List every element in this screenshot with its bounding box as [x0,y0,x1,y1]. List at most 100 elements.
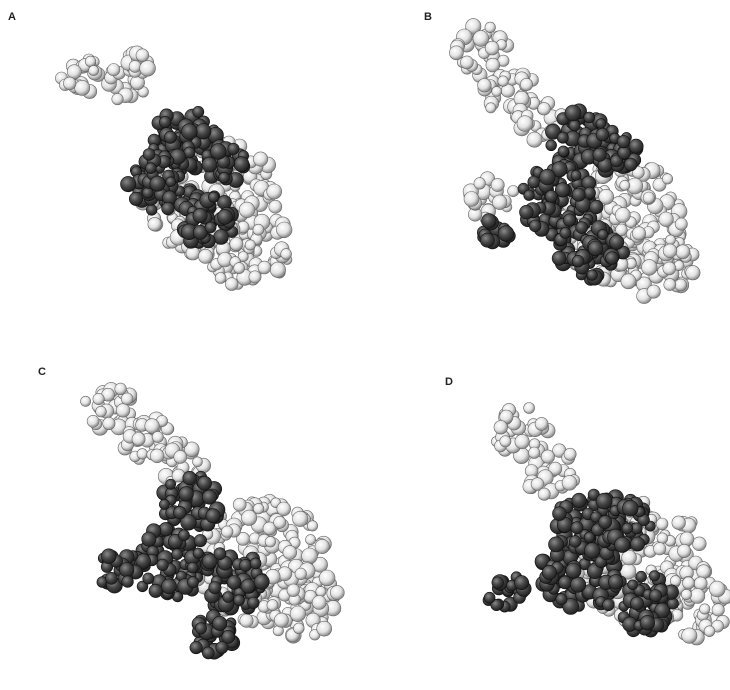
panel-label: B [424,11,432,23]
light-atom [132,433,145,446]
light-atom [485,41,499,55]
dark-atom [602,599,614,611]
light-atom [632,227,645,240]
dark-atom [569,120,580,131]
dark-atom [545,190,557,202]
dark-atom [572,255,584,267]
dark-atom [146,205,157,216]
light-atom [464,192,479,207]
dark-atom [166,177,176,187]
dark-atom [608,575,623,590]
dark-atom [636,571,647,582]
light-atom [492,86,502,96]
light-atom [643,192,654,203]
dark-atom [159,522,173,536]
light-atom [265,537,276,548]
dark-atom [628,580,638,590]
light-atom [677,544,690,557]
dark-atom [584,112,595,123]
light-atom [460,56,473,69]
dark-atom [202,490,216,504]
light-atom [215,273,226,284]
light-atom [485,22,496,33]
light-atom [295,568,307,580]
dark-atom [529,220,541,232]
light-atom [253,224,264,235]
dark-atom [528,176,540,188]
dark-atom [194,534,206,546]
light-atom [538,102,551,115]
dark-atom [624,158,637,171]
light-atom [87,415,99,427]
dark-atom [667,598,678,609]
light-atom [112,93,123,104]
light-atom [148,217,162,231]
dark-atom [606,252,619,265]
dark-atom [557,132,568,143]
dark-atom [190,641,202,653]
light-atom [89,65,99,75]
light-atom [253,503,264,514]
light-atom [277,502,291,516]
light-atom [293,511,308,526]
dark-atom [182,124,198,140]
dark-atom [556,594,567,605]
light-atom [682,628,697,643]
dark-atom [122,576,134,588]
dark-atom [553,507,567,521]
dark-atom [617,135,630,148]
light-atom [267,184,282,199]
light-atom [81,396,91,406]
light-atom [704,626,715,637]
light-atom [675,279,687,291]
dark-atom [593,148,606,161]
light-atom [515,434,529,448]
light-atom [198,249,212,263]
dark-atom [560,228,571,239]
panel-label: C [38,366,46,378]
dark-atom [142,187,153,198]
light-atom [486,103,496,113]
dark-atom [223,592,234,603]
light-atom [67,65,81,79]
light-atom [659,212,674,227]
dark-atom [143,149,155,161]
dark-atom [205,222,216,233]
light-atom [270,262,285,277]
light-atom [225,278,238,291]
light-atom [615,208,630,223]
light-atom [274,516,286,528]
panel-label: A [8,11,16,23]
dark-atom [179,487,194,502]
dark-atom [240,559,252,571]
light-atom [121,393,133,405]
dark-atom [227,576,241,590]
dark-atom [566,563,581,578]
light-atom [690,589,705,604]
light-atom [234,263,245,274]
dark-atom [174,506,187,519]
dark-atom [195,623,206,634]
dark-atom [214,548,226,560]
light-atom [500,436,511,447]
dark-atom [228,143,239,154]
light-atom [108,63,120,75]
dark-atom [596,128,609,141]
light-atom [85,56,96,67]
dark-atom [590,200,604,214]
dark-atom [649,571,659,581]
dark-atom [596,119,606,129]
light-atom [562,475,577,490]
dark-atom [484,592,495,603]
dark-atom [576,222,588,234]
dark-atom [569,536,581,548]
light-atom [491,178,504,191]
light-atom [317,621,332,636]
dark-atom [610,235,624,249]
dark-atom [630,597,643,610]
dark-atom [572,188,585,201]
light-atom [239,202,255,218]
dark-atom [559,576,572,589]
light-atom [115,383,127,395]
light-atom [249,271,261,283]
